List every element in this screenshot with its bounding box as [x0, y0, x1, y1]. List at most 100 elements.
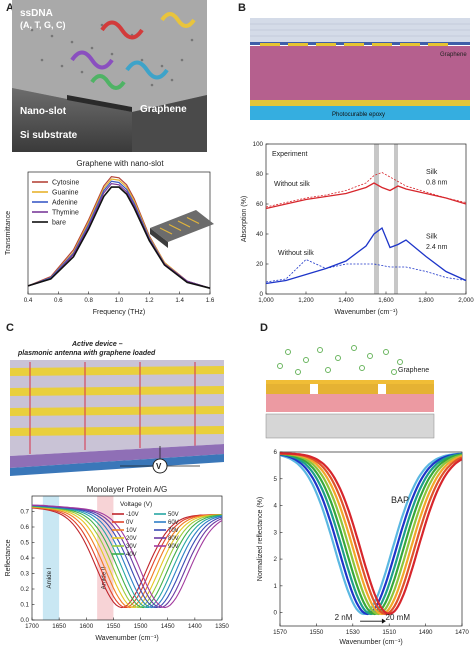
chart-d-series-line — [280, 452, 462, 616]
chart-d-ytick-label: 4 — [274, 503, 278, 510]
ssdna-label: ssDNA — [20, 8, 53, 19]
chart-d-plot-frame — [279, 451, 463, 627]
chart-d-xtick-label: 1490 — [419, 629, 433, 636]
chart-c-ytick-label: 0.1 — [20, 602, 29, 609]
chart-a-legend-label: Guanine — [52, 190, 79, 197]
chart-c-title: Monolayer Protein A/G — [87, 485, 167, 494]
panel-a-illustration: ssDNA (A, T, G, C) Nano-slot Graphene Si… — [12, 0, 207, 152]
panel-a: A ssDNA (A, T, G, C) Nano-slot Graphene … — [0, 0, 232, 320]
panel-c-letter: C — [4, 322, 16, 334]
chart-c-xtick-label: 1550 — [107, 623, 121, 630]
chart-b-highlight-band — [374, 144, 379, 294]
chart-c-xtick-label: 1500 — [134, 623, 148, 630]
chart-b-xtick-label: 1,800 — [418, 297, 434, 304]
nanoslot-label: Nano-slot — [20, 106, 67, 117]
chart-c-ylabel: Reflectance — [5, 539, 12, 576]
panel-a-letter: A — [4, 2, 16, 14]
panel-d: D Graphene 1570 1550 1530 1510 1490 1470 0 1 2 3 4… — [236, 322, 474, 647]
chart-b-silk-bot: Silk — [426, 234, 438, 241]
chart-c-legend-title: Voltage (V) — [120, 501, 152, 508]
chart-d-series-line — [280, 452, 462, 616]
chart-c-series-line — [31, 507, 222, 609]
chart-d-xtick-label: 1550 — [310, 629, 324, 636]
chart-b-plot-frame — [265, 143, 467, 295]
chart-a-inset-slot — [159, 227, 173, 235]
chart-b-silk-bot-nm: 2.4 nm — [426, 244, 448, 251]
epoxy-label: Photocurable epoxy — [332, 112, 385, 118]
chart-a-xtick-label: 1.6 — [206, 297, 215, 304]
chart-c-series-line — [31, 505, 223, 609]
graphene-label: Graphene — [140, 104, 187, 115]
chart-a-title: Graphene with nano-slot — [76, 159, 164, 168]
chart-d-ytick-label: 5 — [274, 476, 278, 483]
chart-c-xtick-label: 1600 — [79, 623, 93, 630]
chart-c-legend-label: 90V — [168, 544, 179, 550]
panel-b: B Graphene Photocurable epoxy 1,000 1,200… — [236, 0, 474, 320]
chart-d-xlabel: Wavenumber (cm⁻¹) — [339, 639, 402, 646]
chart-c-legend-label: 20V — [126, 536, 137, 542]
panel-b-illustration: Graphene Photocurable epoxy — [240, 18, 470, 134]
chart-a-xtick-label: 1.0 — [115, 297, 124, 304]
graphene-label-d: Graphene — [398, 367, 429, 374]
chart-a-xtick-label: 1.4 — [175, 297, 184, 304]
chart-a-inset-slot — [186, 216, 200, 225]
chart-d-ylabel: Normalized reflectance (%) — [257, 497, 264, 581]
chart-d-xtick-label: 1530 — [346, 629, 360, 636]
chart-c-legend-label: 80V — [168, 536, 179, 542]
chart-b-ytick-label: 100 — [253, 141, 264, 148]
panel-b-letter: B — [236, 2, 248, 14]
chart-b-xtick-label: 1,400 — [338, 297, 354, 304]
chart-d-xtick-label: 1570 — [273, 629, 287, 636]
chart-d-conc-high: 20 mM — [386, 613, 411, 622]
chart-b-silk-top: Silk — [426, 169, 438, 176]
chart-d-arrow-head — [381, 618, 386, 624]
graphene-label-b: Graphene — [440, 52, 467, 58]
chart-a-xlabel: Frequency (THz) — [93, 309, 146, 316]
chart-c-ytick-label: 0.0 — [20, 617, 29, 624]
chart-d-bap-label: BAP — [391, 495, 409, 505]
panel-d-letter: D — [258, 322, 270, 334]
chart-c-legend-label: 40V — [126, 552, 137, 558]
chart-b-highlight-band — [394, 144, 398, 294]
chart-a-inset-slot — [168, 223, 182, 232]
chart-d-series-line — [280, 452, 462, 616]
chart-a: Graphene with nano-slot 0.4 0.6 0.8 1.0 1.2 1.… — [5, 159, 215, 316]
chart-a-inset-device-side — [150, 228, 168, 248]
chart-c-legend-label: 10V — [126, 528, 137, 534]
chart-c-band-label: Amide II — [100, 566, 107, 589]
chart-b-ylabel: Absorption (%) — [241, 196, 248, 242]
chart-b-series-line — [265, 226, 467, 285]
chart-c-ytick-label: 0.4 — [20, 555, 29, 562]
chart-a-inset-device — [150, 210, 214, 242]
chart-c-series-line — [31, 506, 222, 609]
chart-b-ytick-label: 60 — [256, 201, 263, 208]
device-title-2: plasmonic antenna with graphene loaded — [17, 350, 156, 357]
chart-b-experiment-label: Experiment — [272, 151, 307, 158]
chart-a-legend-label: Adenine — [52, 200, 78, 207]
chart-d-series-line — [280, 452, 462, 616]
chart-a-inset-slot — [177, 220, 191, 228]
chart-c-legend-label: 60V — [168, 520, 179, 526]
chart-c-series-line — [32, 504, 223, 609]
device-title-1: Active device – — [71, 341, 123, 348]
chart-c-xlabel: Wavenumber (cm⁻¹) — [95, 635, 158, 642]
chart-d-ytick-label: 0 — [274, 610, 278, 617]
chart-d-ytick-label: 1 — [274, 583, 278, 590]
chart-c-xtick-label: 1650 — [52, 623, 66, 630]
voltmeter-label: V — [156, 462, 162, 471]
chart-c-ytick-label: 0.2 — [20, 586, 29, 593]
chart-c-xtick-label: 1350 — [215, 623, 229, 630]
chart-d-series-line — [280, 452, 462, 616]
chart-c-legend-label: 30V — [126, 544, 137, 550]
chart-a-xtick-label: 0.8 — [84, 297, 93, 304]
chart-c-ytick-label: 0.3 — [20, 571, 29, 578]
chart-b-ytick-label: 20 — [256, 261, 263, 268]
chart-c-band-label: Amide I — [46, 567, 53, 588]
chart-c-ytick-label: 0.6 — [20, 524, 29, 531]
chart-b-xtick-label: 1,600 — [378, 297, 394, 304]
chart-b-series-line — [265, 259, 467, 283]
chart-d: 1570 1550 1530 1510 1490 1470 0 1 2 3 4 5 6 Wavenumbe… — [257, 449, 469, 646]
chart-b-without-silk-top: Without silk — [274, 181, 310, 188]
chart-c-xtick-label: 1400 — [188, 623, 202, 630]
chart-c-ytick-label: 0.7 — [20, 509, 29, 516]
